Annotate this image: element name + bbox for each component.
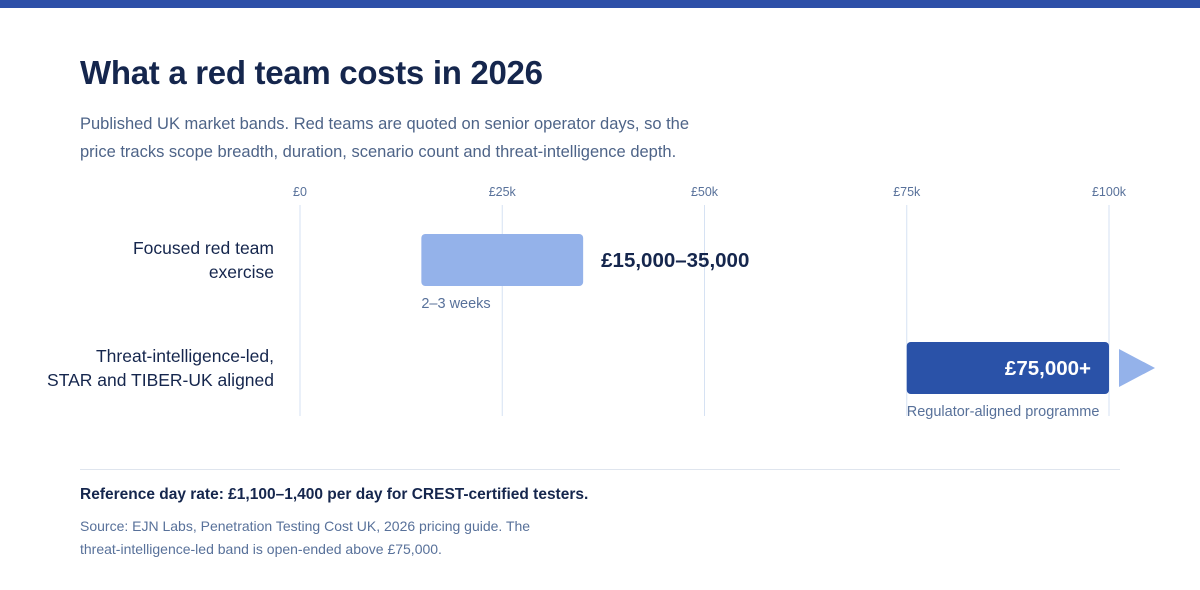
category-label: exercise bbox=[209, 262, 274, 282]
bar-layer: Focused red team exercise £15,000–35,000 2–… bbox=[47, 234, 1155, 420]
x-tick-label: £50k bbox=[691, 185, 719, 199]
top-accent-bar bbox=[0, 0, 1200, 8]
x-tick-label: £100k bbox=[1092, 185, 1127, 199]
x-tick-label: £75k bbox=[893, 185, 921, 199]
bar-focused-red-team bbox=[421, 234, 584, 286]
page-title: What a red team costs in 2026 bbox=[80, 54, 543, 91]
source-line: threat-intelligence-led band is open-end… bbox=[80, 541, 442, 557]
bar-value-label: £75,000+ bbox=[1005, 357, 1091, 380]
bar-note: 2–3 weeks bbox=[421, 296, 490, 312]
subtitle-line: price tracks scope breadth, duration, sc… bbox=[80, 143, 677, 161]
range-bar-chart: £0 £25k £50k £75k £100k Focused red team exer… bbox=[47, 185, 1155, 420]
source-note: Source: EJN Labs, Penetration Testing Co… bbox=[80, 515, 530, 561]
category-label: Focused red team bbox=[133, 238, 274, 258]
bar-value-label: £15,000–35,000 bbox=[601, 249, 749, 272]
source-line: Source: EJN Labs, Penetration Testing Co… bbox=[80, 518, 531, 534]
category-label: Threat-intelligence-led, bbox=[96, 346, 274, 366]
bar-note: Regulator-aligned programme bbox=[907, 404, 1100, 420]
footer-divider bbox=[80, 469, 1120, 470]
page-subtitle: Published UK market bands. Red teams are… bbox=[80, 110, 760, 166]
open-ended-arrow-icon bbox=[1119, 349, 1155, 387]
subtitle-line: Published UK market bands. Red teams are… bbox=[80, 115, 690, 133]
x-tick-label: £0 bbox=[293, 185, 307, 199]
category-label: STAR and TIBER-UK aligned bbox=[47, 370, 274, 390]
x-tick-label: £25k bbox=[489, 185, 517, 199]
reference-day-rate: Reference day rate: £1,100–1,400 per day… bbox=[80, 486, 589, 503]
x-axis-ticks: £0 £25k £50k £75k £100k bbox=[293, 185, 1127, 199]
bar-threat-intel-led bbox=[906, 342, 1109, 394]
